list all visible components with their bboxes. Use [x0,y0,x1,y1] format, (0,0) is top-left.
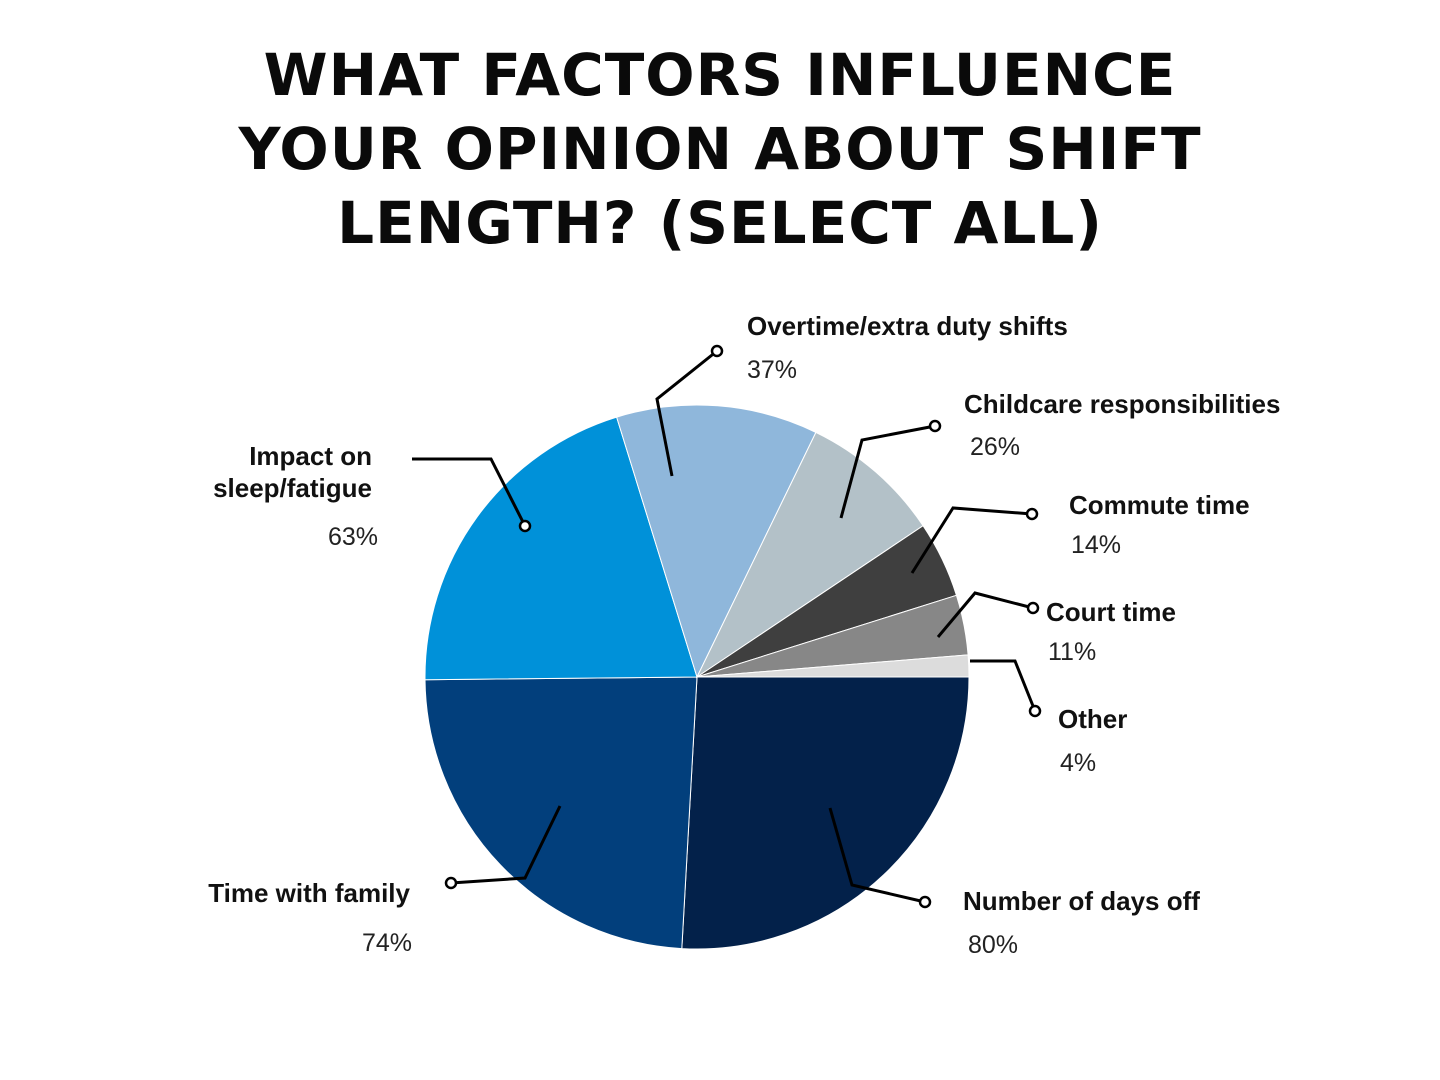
pie-slice-impact-on-sleep-fatigue [424,416,698,681]
slice-label-time-with-family: Time with family [208,878,410,908]
leader-dot-commute-time [1025,507,1039,521]
pie-slice-overtime-extra-duty-shifts [616,404,817,679]
pie-slices [424,404,970,950]
pie-slice-number-of-days-off [681,676,970,950]
leader-line-other [970,659,1037,712]
chart-title-line-2: YOUR OPINION ABOUT SHIFT [238,115,1202,183]
leader-line-time-with-family [450,805,562,885]
chart-title: WHAT FACTORS INFLUENCE YOUR OPINION ABOU… [0,38,1440,260]
slice-value-court-time: 11% [1048,638,1096,666]
slice-label-commute-time: Commute time [1069,490,1250,520]
slice-value-overtime-extra-duty-shifts: 37% [747,356,797,384]
leader-dot-childcare-responsibilities [928,419,942,433]
leader-dot-other [1028,704,1042,718]
slice-label-court-time: Court time [1046,597,1176,627]
slice-labels: Number of days off 80% Time with family 74%… [208,311,1280,959]
slice-value-other: 4% [1060,749,1096,777]
chart-title-line-3: LENGTH? (SELECT ALL) [337,189,1103,257]
slice-value-time-with-family: 74% [362,929,412,957]
slice-label-impact-on-sleep-fatigue: Impact on sleep/fatigue [213,441,372,503]
pie-slice-childcare-responsibilities [695,431,924,679]
leader-line-overtime-extra-duty-shifts [655,349,718,477]
pie-slice-other [696,654,970,678]
leader-line-number-of-days-off [828,807,926,904]
slice-label-childcare-responsibilities: Childcare responsibilities [964,389,1280,419]
leader-dot-number-of-days-off [918,895,932,909]
slice-value-childcare-responsibilities: 26% [970,433,1020,461]
leader-dot-time-with-family [444,876,458,890]
leader-line-childcare-responsibilities [839,424,936,519]
leader-dot-court-time [1026,601,1040,615]
leader-line-commute-time [910,506,1033,574]
leader-line-impact-on-sleep-fatigue [412,457,527,527]
slice-label-overtime-extra-duty-shifts: Overtime/extra duty shifts [747,311,1068,341]
slice-value-number-of-days-off: 80% [968,931,1018,959]
chart-title-line-1: WHAT FACTORS INFLUENCE [263,41,1177,109]
slice-label-number-of-days-off: Number of days off [963,886,1200,916]
leader-line-court-time [936,591,1034,638]
slice-value-impact-on-sleep-fatigue: 63% [328,523,378,551]
slice-value-commute-time: 14% [1071,531,1121,559]
leader-lines [412,344,1042,909]
pie-slice-time-with-family [424,676,698,950]
leader-dot-impact-on-sleep-fatigue [518,519,532,533]
leader-dot-overtime-extra-duty-shifts [710,344,724,358]
slice-label-other: Other [1058,704,1127,734]
